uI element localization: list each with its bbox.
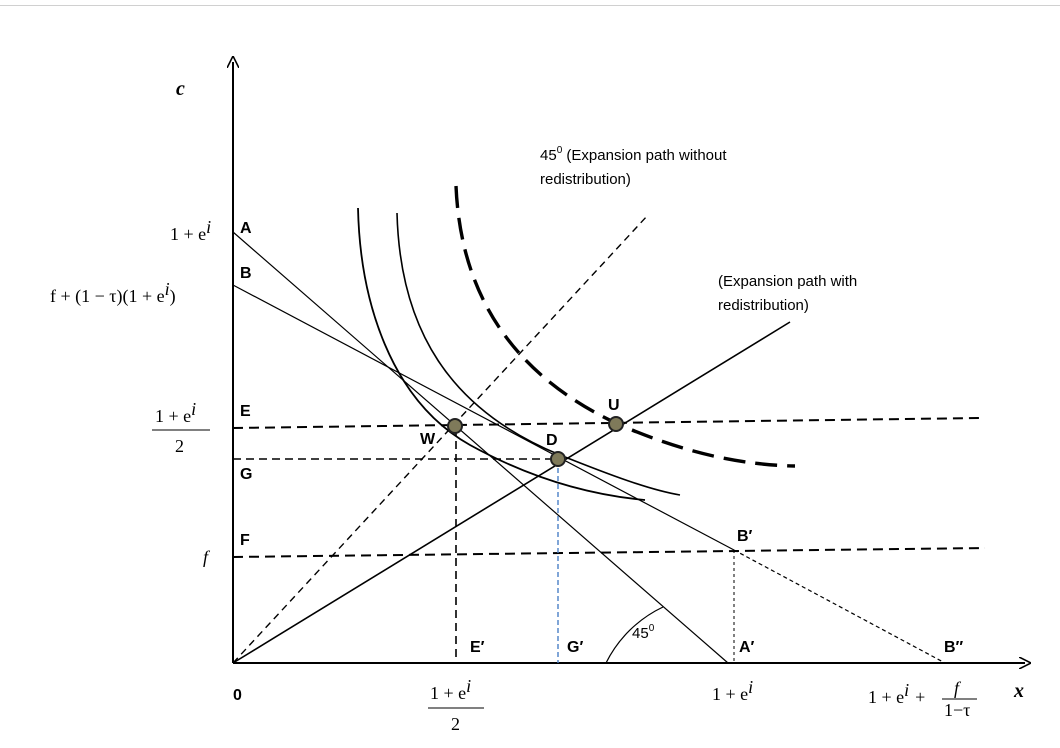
- y-tick-half-den: 2: [175, 436, 184, 456]
- point-W-marker: [447, 418, 463, 434]
- x-tick-far-frac-num: f: [954, 678, 962, 698]
- label-A-prime: A′: [739, 639, 755, 656]
- y-tick-f-tax: f + (1 − τ)(1 + ei): [50, 279, 176, 307]
- point-U-marker: [608, 416, 624, 432]
- x-tick-half-den: 2: [451, 714, 460, 734]
- budget-extension-B-double-prime: [733, 549, 946, 664]
- label-E: E: [240, 403, 251, 420]
- x-tick-far-frac-den: 1−τ: [944, 700, 970, 720]
- annotation-path-with-line1: (Expansion path with: [718, 273, 857, 290]
- y-tick-f: f: [203, 547, 211, 567]
- label-D: D: [546, 432, 558, 449]
- label-U: U: [608, 397, 620, 414]
- y-tick-one-plus-e: 1 + ei: [170, 217, 211, 244]
- x-tick-one-plus-e: 1 + ei: [712, 677, 753, 704]
- dashed-line-F: [232, 547, 986, 558]
- indifference-curve-dashed: [454, 185, 796, 468]
- y-tick-half-num: 1 + ei: [155, 399, 196, 426]
- y-axis-name: c: [176, 78, 185, 100]
- expansion-path-without-redistribution: [232, 214, 649, 664]
- label-A: A: [240, 220, 252, 237]
- annotation-path-without-line2: redistribution): [540, 171, 631, 188]
- budget-line-B-B-prime: [232, 284, 735, 551]
- point-D-marker: [550, 451, 566, 467]
- label-G-prime: G′: [567, 639, 583, 656]
- expansion-path-with-redistribution: [232, 321, 791, 664]
- indifference-curve-inner: [357, 207, 646, 501]
- annotation-path-with-line2: redistribution): [718, 297, 809, 314]
- x-axis-name: x: [1013, 680, 1024, 702]
- indifference-curve-middle: [396, 212, 681, 496]
- dashed-line-E: [232, 417, 981, 429]
- x-tick-half-num: 1 + ei: [430, 676, 471, 703]
- label-B: B: [240, 265, 252, 282]
- label-B-prime: B′: [737, 528, 753, 545]
- origin-label: 0: [233, 687, 242, 704]
- label-E-prime: E′: [470, 639, 485, 656]
- label-F: F: [240, 532, 250, 549]
- annotation-path-without-line1: 450 (Expansion path without: [540, 145, 727, 164]
- annotation-angle: 450: [632, 623, 655, 642]
- label-W: W: [420, 431, 436, 448]
- top-border: [0, 5, 1060, 6]
- label-G: G: [240, 466, 252, 483]
- x-tick-far: 1 + ei +: [868, 680, 925, 707]
- budget-line-A-A-prime: [232, 231, 729, 664]
- label-B-double-prime: B″: [944, 639, 964, 656]
- angle-arc: [605, 606, 664, 664]
